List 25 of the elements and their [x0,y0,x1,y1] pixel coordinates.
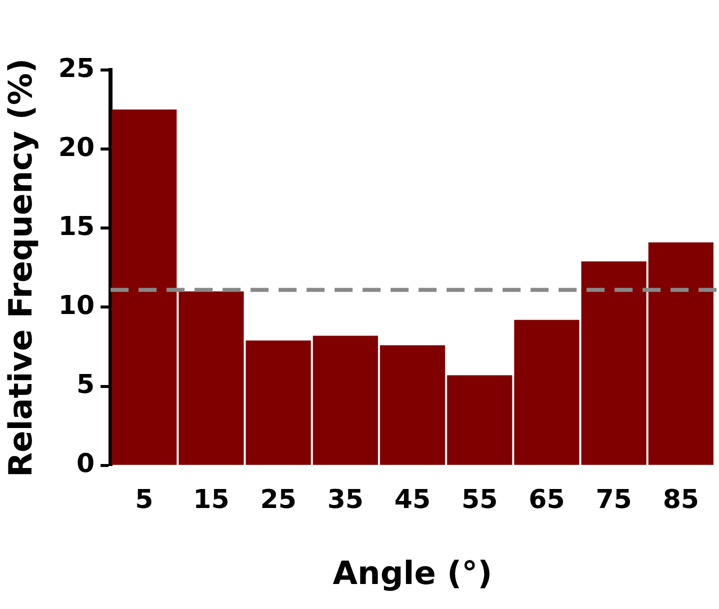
x-tick-label: 55 [462,484,498,515]
y-axis-title: Relative Frequency (%) [2,58,40,478]
y-tick-label: 15 [58,212,95,242]
y-tick-label: 5 [76,370,95,400]
bar [648,242,714,465]
y-tick-label: 20 [58,132,95,163]
bar [312,336,378,465]
bar [514,320,580,465]
bar [447,375,512,465]
x-tick-label: 85 [662,484,700,515]
x-tick-label: 25 [260,484,296,515]
x-tick-label: 75 [596,484,632,515]
x-tick-label: 5 [135,484,154,515]
x-tick-label: 45 [394,484,431,515]
bar [380,345,446,465]
bar [246,340,311,465]
bar [581,261,646,465]
y-tick-label: 25 [58,54,95,84]
bar [178,291,244,465]
x-axis-title: Angle (°) [332,554,492,592]
x-tick-label: 65 [528,484,565,515]
x-tick-label: 35 [327,484,364,515]
y-tick-label: 0 [76,449,95,480]
x-tick-label: 15 [193,484,230,515]
y-tick-label: 10 [58,290,95,321]
